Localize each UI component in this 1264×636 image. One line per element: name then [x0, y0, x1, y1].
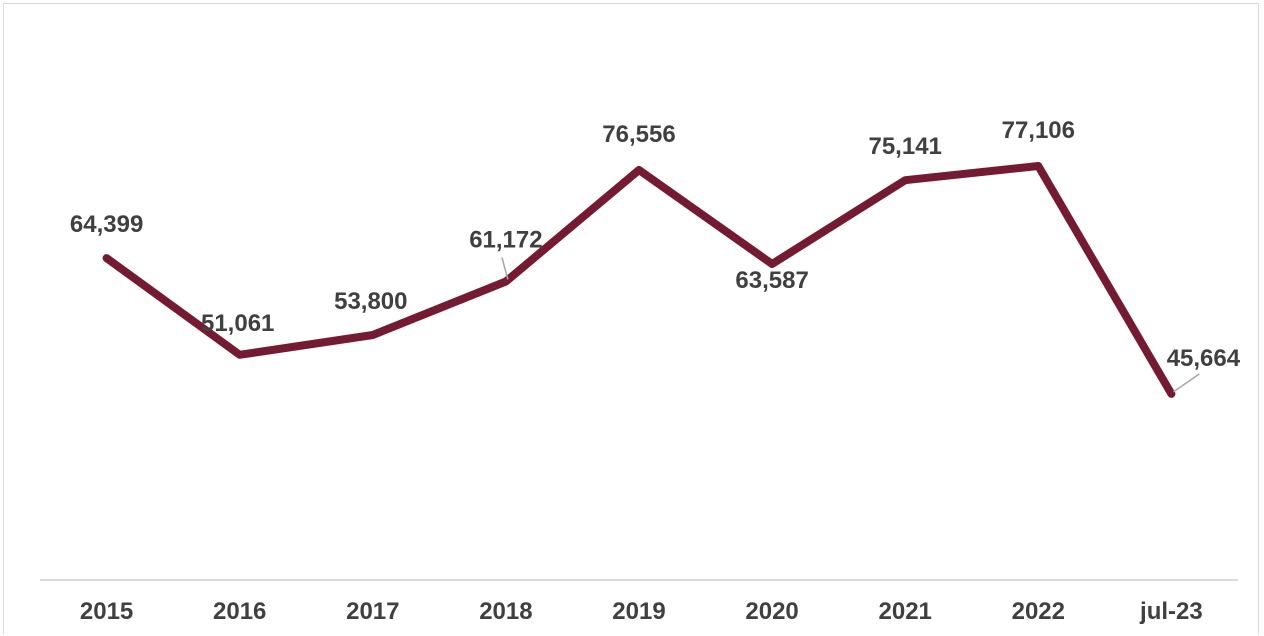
data-label: 76,556 — [602, 121, 675, 148]
label-leader-line — [1172, 373, 1200, 393]
data-labels: 64,399 51,061 53,800 61,172 76,556 63,587 75,1… — [70, 117, 1241, 372]
data-label: 61,172 — [469, 227, 542, 254]
data-label: 77,106 — [1002, 117, 1075, 144]
data-label: 63,587 — [735, 267, 808, 294]
chart-frame — [3, 3, 1259, 634]
x-tick-label: 2017 — [346, 598, 399, 625]
x-tick-label: 2020 — [745, 598, 798, 625]
data-label: 64,399 — [70, 211, 143, 238]
data-label: 51,061 — [201, 310, 274, 337]
x-tick-label: 2019 — [612, 598, 665, 625]
x-tick-labels: 2015 2016 2017 2018 2019 2020 2021 2022 jul-23 — [80, 598, 1203, 625]
leader-lines — [501, 257, 1200, 393]
x-tick-label: jul-23 — [1139, 598, 1203, 625]
data-label: 75,141 — [868, 133, 941, 160]
data-label: 45,664 — [1167, 345, 1241, 372]
x-tick-label: 2015 — [80, 598, 133, 625]
x-tick-label: 2021 — [879, 598, 932, 625]
x-tick-label: 2016 — [213, 598, 266, 625]
series-line — [102, 162, 1176, 398]
label-leader-line — [501, 257, 509, 280]
x-tick-label: 2018 — [479, 598, 532, 625]
x-tick-label: 2022 — [1012, 598, 1065, 625]
data-label: 53,800 — [334, 288, 407, 315]
